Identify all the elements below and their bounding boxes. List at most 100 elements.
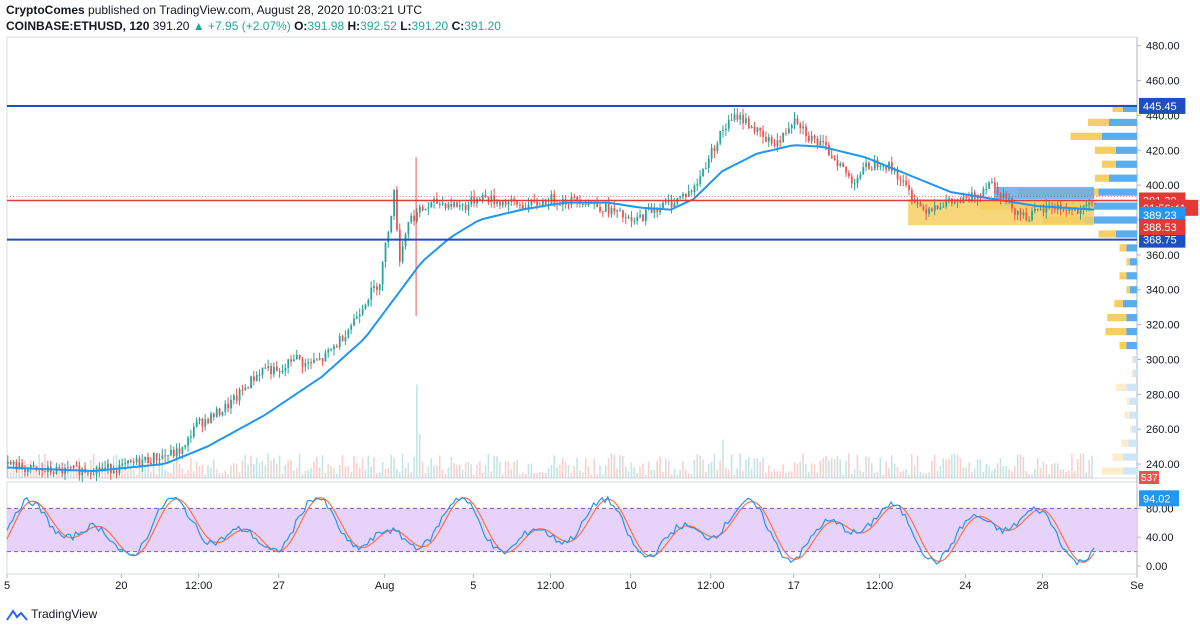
candle-body <box>599 206 601 212</box>
volume-bar <box>327 464 330 478</box>
volume-bar <box>687 472 690 478</box>
candle-body <box>507 201 510 205</box>
candle-body <box>919 202 922 207</box>
volume-bar <box>433 465 435 478</box>
candle-body <box>813 135 816 139</box>
candle-body <box>1071 209 1074 211</box>
volume-bar <box>745 459 747 478</box>
volume-bar <box>364 469 367 478</box>
candle-body <box>1013 208 1016 215</box>
candle-body <box>241 389 244 391</box>
volume-bar <box>258 463 261 478</box>
volume-bar <box>387 467 390 478</box>
volume-profile-down <box>1126 244 1137 252</box>
candle-body <box>776 140 779 147</box>
volume-bar <box>945 459 947 478</box>
candle-body <box>135 458 138 463</box>
candle-body <box>284 367 287 371</box>
candle-body <box>150 462 152 464</box>
candle-body <box>679 196 682 199</box>
candle-body <box>61 468 64 474</box>
volume-bar <box>873 472 876 478</box>
volume-bar <box>587 466 590 478</box>
candle-body <box>759 127 762 131</box>
candle-body <box>350 325 353 330</box>
candle-body <box>384 242 387 262</box>
volume-bar <box>69 469 72 478</box>
candle-body <box>753 126 756 132</box>
volume-bar <box>38 454 41 478</box>
brand-name[interactable]: TradingView <box>31 607 98 621</box>
volume-bar <box>953 453 956 478</box>
y-tick-label: 360.00 <box>1146 250 1180 262</box>
candle-body <box>805 126 807 136</box>
volume-bar <box>559 464 561 478</box>
volume-bar <box>12 465 15 478</box>
candle-body <box>519 204 521 206</box>
x-tick-label: 10 <box>625 580 637 592</box>
candle-body <box>1028 220 1031 222</box>
candle-body <box>1008 198 1011 200</box>
candle-body <box>396 189 398 230</box>
candle-body <box>264 367 267 369</box>
volume-bar <box>636 472 638 478</box>
volume-bar <box>195 461 198 478</box>
candle-body <box>324 352 327 362</box>
candle-body <box>141 459 144 466</box>
volume-bar <box>928 472 930 478</box>
volume-bar <box>582 472 584 478</box>
x-tick-label: 5 <box>470 580 476 592</box>
volume-bar <box>307 469 309 478</box>
volume-bar <box>725 467 727 478</box>
volume-profile-up <box>1095 146 1116 154</box>
volume-profile-up <box>1124 411 1130 419</box>
candle-body <box>58 467 61 469</box>
candle-body <box>564 199 567 205</box>
candle-body <box>187 437 190 446</box>
candle-body <box>607 203 610 215</box>
volume-bar <box>782 464 784 478</box>
candle-body <box>790 124 793 129</box>
candle-body <box>152 453 155 464</box>
volume-bar <box>948 458 950 478</box>
y-tick-label: 280.00 <box>1146 389 1180 401</box>
candle-body <box>376 286 378 290</box>
volume-bar <box>936 470 939 478</box>
volume-bar <box>973 468 976 478</box>
volume-bar <box>696 454 699 478</box>
volume-bar <box>787 471 790 478</box>
low-value: 391.20 <box>411 19 449 33</box>
volume-profile-down <box>1123 104 1137 113</box>
candle-body <box>484 194 487 198</box>
candle-body <box>201 418 204 427</box>
volume-bar <box>487 453 490 478</box>
volume-bar <box>825 455 827 478</box>
candle-body <box>836 159 839 166</box>
candle-body <box>722 129 724 131</box>
candle-body <box>1019 210 1022 216</box>
volume-bar <box>527 464 530 478</box>
candle-body <box>862 167 865 175</box>
volume-bar <box>624 466 627 478</box>
volume-bar <box>722 439 724 478</box>
candle-body <box>487 197 490 203</box>
volume-bar <box>418 434 421 478</box>
candle-body <box>221 411 224 416</box>
candle-body <box>885 165 888 170</box>
volume-bar <box>321 455 324 478</box>
candle-body <box>353 318 355 326</box>
volume-bar <box>650 469 653 478</box>
candle-body <box>996 187 999 195</box>
candle-body <box>916 202 919 204</box>
publisher-name[interactable]: CryptoComes <box>6 3 85 17</box>
volume-bar <box>622 455 624 478</box>
candle-body <box>670 201 673 207</box>
candle-body <box>945 201 948 207</box>
candle-body <box>207 419 210 424</box>
volume-bar <box>376 473 378 478</box>
volume-profile-down <box>1133 369 1137 378</box>
volume-profile-down <box>1116 160 1137 168</box>
candle-body <box>132 461 135 463</box>
candle-body <box>24 468 26 472</box>
